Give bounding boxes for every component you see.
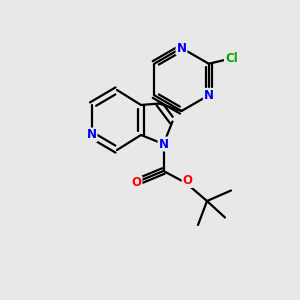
- Text: N: N: [158, 137, 169, 151]
- Text: N: N: [176, 41, 187, 55]
- Text: O: O: [182, 174, 193, 187]
- Text: O: O: [131, 176, 142, 190]
- Text: N: N: [86, 128, 97, 142]
- Text: Cl: Cl: [225, 52, 238, 65]
- Text: N: N: [204, 89, 214, 102]
